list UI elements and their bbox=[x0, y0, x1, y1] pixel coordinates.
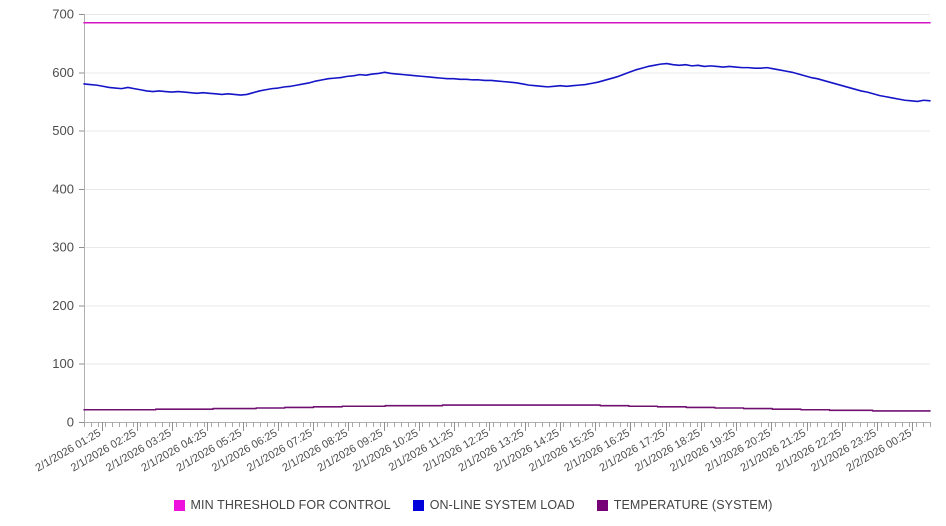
y-tick-label: 400 bbox=[52, 181, 74, 196]
x-axis bbox=[84, 422, 931, 431]
legend-item[interactable]: MIN THRESHOLD FOR CONTROL bbox=[173, 498, 391, 512]
legend-item-label: ON-LINE SYSTEM LOAD bbox=[429, 498, 575, 512]
series-line bbox=[83, 62, 931, 103]
legend-swatch-icon bbox=[173, 499, 185, 511]
y-tick-label: 100 bbox=[52, 356, 74, 371]
y-tick-label: 700 bbox=[52, 7, 74, 22]
legend-item[interactable]: ON-LINE SYSTEM LOAD bbox=[412, 498, 575, 512]
legend-item-label: MIN THRESHOLD FOR CONTROL bbox=[190, 498, 391, 512]
x-tick-labels: 2/1/2026 01:252/1/2026 02:252/1/2026 03:… bbox=[34, 427, 914, 474]
legend-item-label: TEMPERATURE (SYSTEM) bbox=[613, 498, 773, 512]
legend-swatch-icon bbox=[412, 499, 424, 511]
y-tick-label: 0 bbox=[67, 415, 74, 430]
gridlines bbox=[84, 14, 930, 423]
y-tick-labels: 0 100 200 300 400 500 600 700 bbox=[52, 7, 74, 430]
y-tick-label: 300 bbox=[52, 240, 74, 255]
data-series bbox=[83, 21, 931, 412]
chart-plot-area: 0 100 200 300 400 500 600 700 2/1/2026 01:252/1… bbox=[34, 7, 931, 474]
y-tick-label: 500 bbox=[52, 123, 74, 138]
series-line bbox=[83, 404, 931, 412]
y-tick-label: 600 bbox=[52, 65, 74, 80]
y-axis bbox=[79, 14, 85, 423]
legend-swatch-icon bbox=[596, 499, 608, 511]
y-tick-label: 200 bbox=[52, 298, 74, 313]
legend-item[interactable]: TEMPERATURE (SYSTEM) bbox=[596, 498, 773, 512]
chart-legend: MIN THRESHOLD FOR CONTROL ON-LINE SYSTEM … bbox=[0, 494, 946, 516]
